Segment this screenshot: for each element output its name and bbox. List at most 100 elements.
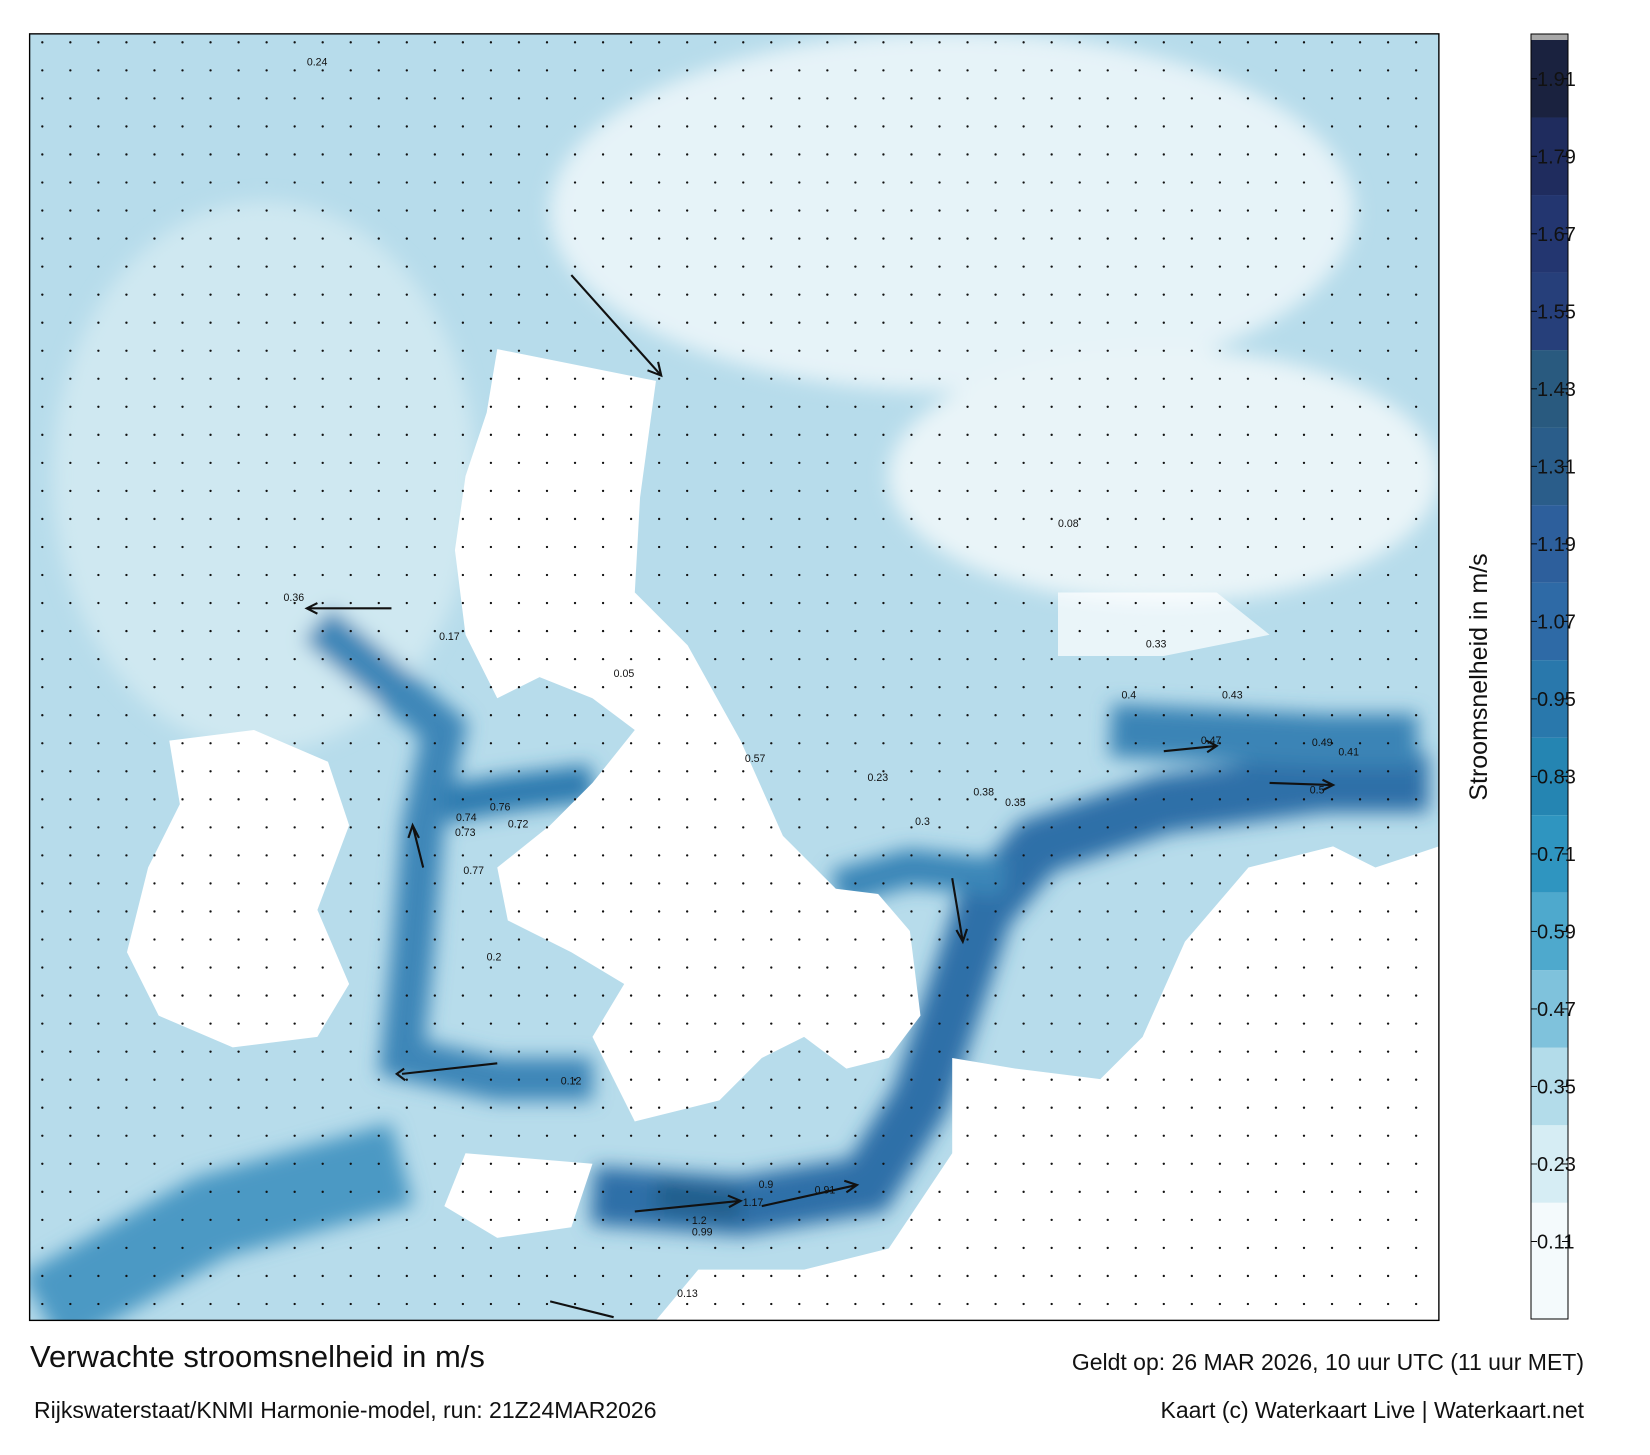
dot xyxy=(1162,1246,1165,1250)
dot xyxy=(938,209,941,212)
dot xyxy=(545,1106,549,1109)
dot xyxy=(798,545,801,549)
dot xyxy=(1246,798,1250,801)
dot xyxy=(826,405,829,408)
dot xyxy=(966,601,969,605)
dot xyxy=(265,1134,268,1137)
dot xyxy=(966,265,969,268)
dot xyxy=(966,125,969,128)
dot xyxy=(770,629,773,633)
dot xyxy=(938,1246,941,1250)
dot xyxy=(237,686,240,689)
dot xyxy=(966,377,969,380)
dot xyxy=(181,1218,184,1222)
dot xyxy=(1414,629,1418,633)
dot xyxy=(1218,237,1222,240)
dot xyxy=(489,41,493,44)
dot xyxy=(181,657,184,661)
dot xyxy=(125,1078,128,1081)
dot xyxy=(798,770,801,773)
dot xyxy=(854,181,857,184)
dot xyxy=(994,1218,997,1222)
dot xyxy=(517,1274,521,1278)
dot xyxy=(770,97,773,100)
dot xyxy=(573,97,577,100)
dot xyxy=(97,1246,100,1250)
dot xyxy=(1274,69,1278,72)
dot xyxy=(1330,770,1334,773)
dot xyxy=(1358,97,1362,100)
dot xyxy=(1190,1078,1194,1081)
dot xyxy=(265,209,268,212)
dot xyxy=(1330,573,1334,577)
dot xyxy=(686,377,689,380)
dot xyxy=(293,545,296,549)
dot xyxy=(1022,1050,1025,1053)
dot xyxy=(181,629,184,633)
speed-label: 0.13 xyxy=(677,1288,698,1300)
dot xyxy=(1358,798,1362,801)
dot xyxy=(686,1078,689,1081)
dot xyxy=(1330,265,1334,268)
dot xyxy=(1330,854,1334,857)
dot xyxy=(1274,573,1278,577)
dot xyxy=(966,1302,969,1306)
dot xyxy=(1330,1134,1334,1137)
dot xyxy=(910,125,913,128)
dot xyxy=(826,1302,829,1306)
dot xyxy=(1050,910,1053,913)
dot xyxy=(461,349,465,352)
dot xyxy=(1050,1134,1053,1137)
dot xyxy=(938,1218,941,1222)
dot xyxy=(293,1274,296,1278)
dot xyxy=(1050,714,1053,717)
dot xyxy=(1134,153,1137,156)
dot xyxy=(910,742,913,745)
dot xyxy=(966,153,969,156)
dot xyxy=(1134,1162,1137,1165)
dot xyxy=(910,433,913,437)
dot xyxy=(209,489,212,493)
dot xyxy=(938,573,941,577)
dot xyxy=(377,1302,380,1306)
dot xyxy=(1190,153,1194,156)
dot xyxy=(1330,545,1334,549)
dot xyxy=(1358,573,1362,577)
dot xyxy=(405,321,408,324)
dot xyxy=(69,1246,72,1250)
dot xyxy=(770,770,773,773)
dot xyxy=(293,517,296,521)
dot xyxy=(1106,1162,1109,1165)
dot xyxy=(209,686,212,689)
dot xyxy=(1358,405,1362,408)
dot xyxy=(265,742,268,745)
dot xyxy=(1302,1302,1306,1306)
dot xyxy=(770,742,773,745)
dot xyxy=(629,545,633,549)
dot xyxy=(686,657,689,661)
dot xyxy=(573,686,577,689)
dot xyxy=(1218,321,1222,324)
dot xyxy=(686,97,689,100)
dot xyxy=(938,882,941,885)
dot xyxy=(293,1302,296,1306)
dot xyxy=(1050,826,1053,829)
dot xyxy=(489,1050,493,1053)
dot xyxy=(994,237,997,240)
dot xyxy=(125,938,128,941)
dot xyxy=(714,209,717,212)
dot xyxy=(1386,1190,1390,1194)
dot xyxy=(1414,69,1418,72)
dot xyxy=(1106,433,1109,437)
dot xyxy=(938,69,941,72)
dot xyxy=(629,1246,633,1250)
dot xyxy=(854,377,857,380)
dot xyxy=(826,601,829,605)
dot xyxy=(966,461,969,465)
dot xyxy=(798,1218,801,1222)
dot xyxy=(209,882,212,885)
dot xyxy=(377,1022,380,1025)
dot xyxy=(377,237,380,240)
dot xyxy=(686,1022,689,1025)
dot xyxy=(433,826,437,829)
